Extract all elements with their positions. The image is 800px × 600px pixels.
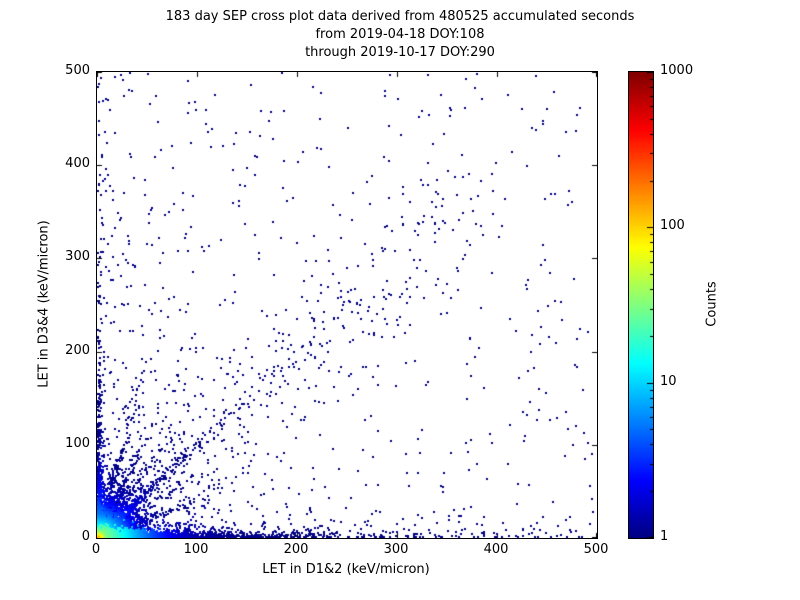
colorbar-tick-label: 1: [660, 529, 669, 544]
y-tick-label: 0: [81, 529, 90, 544]
chart-title-line-1: 183 day SEP cross plot data derived from…: [165, 9, 635, 24]
y-tick-label: 300: [65, 249, 90, 265]
y-tick-label: 400: [65, 156, 90, 172]
y-tick-label: 500: [65, 63, 90, 78]
x-tick-label: 0: [91, 542, 101, 557]
y-tick-label: 200: [65, 342, 90, 358]
colorbar-gradient: [629, 72, 653, 538]
x-axis-label: LET in D1&2 (keV/micron): [262, 562, 430, 577]
colorbar-tick-label: 100: [660, 218, 685, 234]
colorbar-label: Counts: [704, 281, 720, 327]
chart-title-line-2: from 2019-04-18 DOY:108: [315, 27, 485, 42]
x-tick-label: 200: [283, 542, 309, 557]
x-tick-label: 400: [483, 542, 509, 557]
y-tick-label: 100: [65, 435, 90, 451]
x-tick-label: 500: [583, 542, 609, 557]
colorbar: [628, 71, 654, 539]
x-tick-label: 100: [183, 542, 209, 557]
chart-title-line-3: through 2019-10-17 DOY:290: [305, 45, 495, 60]
y-axis-label: LET in D3&4 (keV/micron): [36, 220, 52, 388]
x-tick-label: 300: [383, 542, 409, 557]
plot-area: [96, 71, 598, 539]
colorbar-tick-label: 1000: [660, 63, 694, 78]
scatter-canvas: [97, 72, 597, 538]
colorbar-tick-label: 10: [660, 373, 677, 389]
